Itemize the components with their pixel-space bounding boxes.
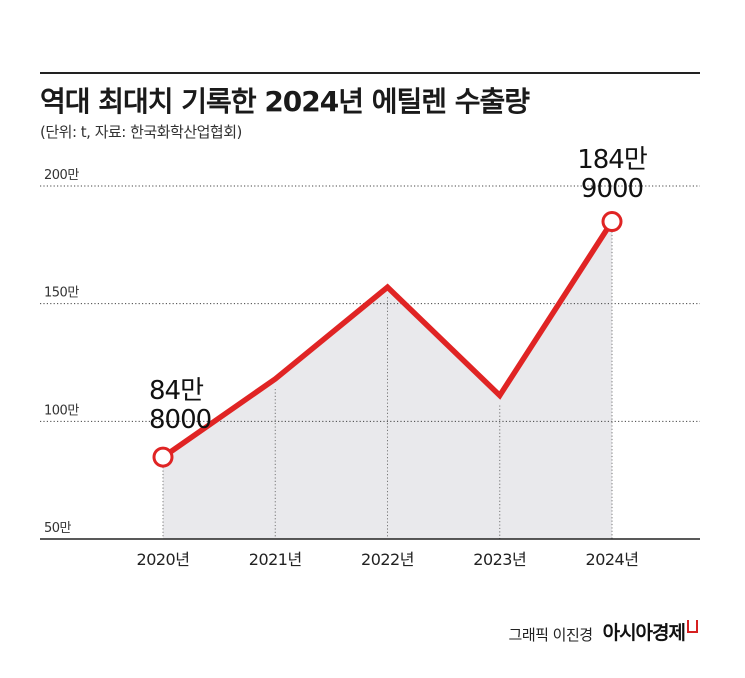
x-tick-label-3: 2023년: [473, 550, 526, 569]
data-point-marker-0: [152, 446, 174, 468]
data-point-marker-4: [601, 211, 623, 233]
brand-name: 아시아경제: [602, 622, 686, 644]
x-tick-label-2: 2022년: [361, 550, 414, 569]
chart-subtitle: (단위: t, 자료: 한국화학산업협회): [40, 123, 242, 141]
data-label-0-line-0: 84만: [149, 376, 203, 406]
graphic-credit: 그래픽 이진경: [508, 626, 594, 644]
brand-logo: 아시아경제: [603, 618, 698, 645]
x-tick-label-4: 2024년: [586, 550, 639, 569]
series-line: [161, 220, 615, 460]
y-tick-label-1: 100만: [44, 403, 79, 418]
area-fill: [163, 221, 612, 539]
y-tick-label-2: 150만: [44, 286, 79, 301]
x-tick-label-1: 2021년: [249, 550, 302, 569]
brand-mark-icon: [687, 620, 698, 633]
data-label-4-line-0: 184만: [577, 145, 647, 175]
chart-title: 역대 최대치 기록한 2024년 에틸렌 수출량: [40, 85, 530, 118]
data-label-0-line-1: 8000: [149, 405, 211, 435]
y-tick-label-3: 200만: [44, 168, 79, 183]
x-tick-label-0: 2020년: [137, 550, 190, 569]
top-rule: [40, 72, 700, 74]
footer: 그래픽 이진경 아시아경제: [509, 618, 698, 645]
y-tick-label-0: 50만: [44, 521, 72, 536]
data-label-4-line-1: 9000: [581, 174, 643, 204]
